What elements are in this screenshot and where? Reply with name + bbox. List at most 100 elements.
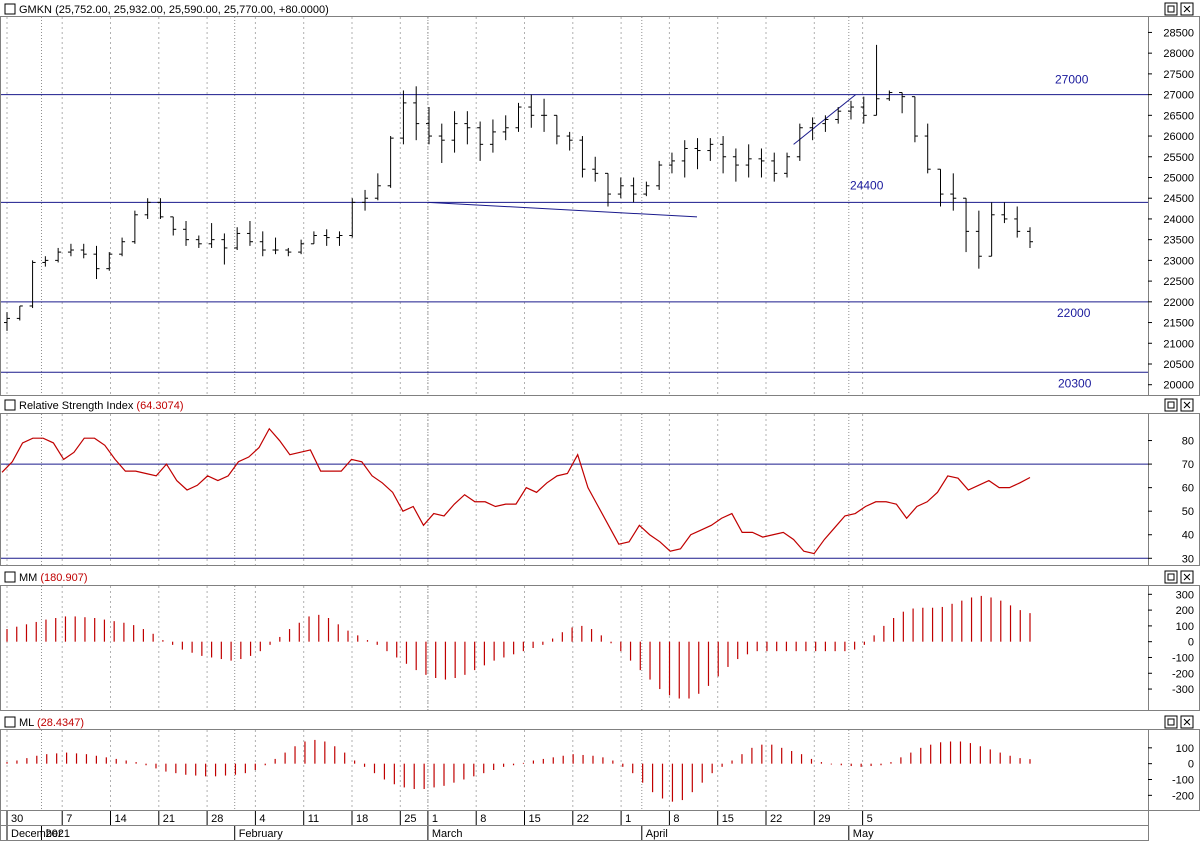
price-bar: [413, 86, 420, 141]
price-bar: [950, 173, 957, 211]
y-tick-label: -100: [1172, 775, 1194, 787]
price-bar: [1027, 227, 1033, 248]
price-bar: [195, 235, 202, 248]
panel-frame: [0, 729, 1149, 811]
y-tick-label: 0: [1188, 637, 1194, 649]
price-bar: [106, 252, 113, 271]
price-bar: [119, 237, 126, 257]
y-tick-label: 20000: [1163, 380, 1194, 392]
y-tick-label: 30: [1182, 553, 1194, 565]
mm-panel-toggle[interactable]: [4, 571, 16, 583]
price-bar: [707, 138, 714, 161]
restore-icon[interactable]: [1164, 715, 1178, 729]
price-panel-toggle[interactable]: [4, 3, 16, 15]
y-tick-label: 26500: [1163, 110, 1194, 122]
close-icon[interactable]: [1180, 570, 1194, 584]
price-bar: [592, 156, 599, 182]
price-bar: [630, 177, 637, 203]
price-bar: [93, 245, 100, 280]
price-bar: [553, 114, 560, 145]
price-bar: [477, 121, 484, 161]
mm-value: (180.907): [40, 572, 87, 584]
price-bar: [183, 221, 190, 246]
x-tick-label: 8: [480, 813, 486, 825]
rsi-value: (64.3074): [136, 400, 183, 412]
close-icon[interactable]: [1180, 398, 1194, 412]
price-bar: [246, 221, 253, 246]
price-bar: [963, 197, 970, 253]
y-tick-label: 21000: [1163, 338, 1194, 350]
price-bar: [464, 111, 471, 145]
price-bar: [784, 152, 791, 178]
price-bar: [234, 227, 241, 251]
plot-layer: 2000020500210002150022000225002300023500…: [0, 16, 1200, 841]
price-bar: [796, 123, 803, 161]
rsi-title: Relative Strength Index: [19, 400, 134, 412]
price-bar: [822, 115, 829, 132]
ml-panel-toggle[interactable]: [4, 716, 16, 728]
x-tick-label: 8: [673, 813, 679, 825]
price-bar: [758, 148, 765, 178]
price-bar: [208, 223, 215, 248]
price-bar: [643, 181, 650, 197]
restore-icon[interactable]: [1164, 570, 1178, 584]
close-icon[interactable]: [1180, 2, 1194, 16]
price-bar: [656, 160, 663, 190]
x-tick-label: 15: [529, 813, 541, 825]
level-label: 22000: [1057, 306, 1091, 320]
y-tick-label: 28000: [1163, 48, 1194, 60]
restore-icon[interactable]: [1164, 2, 1178, 16]
price-bar: [975, 210, 982, 269]
x-tick-label: 21: [163, 813, 175, 825]
restore-icon[interactable]: [1164, 398, 1178, 412]
price-bar: [873, 44, 880, 116]
x-tick-label: 29: [818, 813, 830, 825]
price-bar: [387, 136, 394, 188]
y-tick-label: 23500: [1163, 235, 1194, 247]
trend-line: [793, 94, 857, 145]
level-label: 20300: [1058, 376, 1092, 390]
x-tick-label: 22: [577, 813, 589, 825]
price-bar: [400, 90, 407, 145]
y-tick-label: 80: [1182, 436, 1194, 448]
price-bar: [323, 229, 330, 246]
x-tick-label: 22: [770, 813, 782, 825]
price-bar: [374, 173, 381, 201]
close-icon[interactable]: [1180, 715, 1194, 729]
price-ohlc: (25,752.00, 25,932.00, 25,590.00, 25,770…: [55, 4, 329, 16]
price-bar: [1001, 202, 1008, 224]
price-bar: [157, 198, 164, 219]
month-label: December: [11, 828, 62, 840]
price-bar: [886, 90, 893, 101]
price-bar: [55, 247, 62, 263]
price-bar: [937, 168, 944, 207]
x-tick-label: 5: [867, 813, 873, 825]
month-label: March: [432, 828, 463, 840]
price-bar: [668, 152, 675, 174]
price-panel-title: GMKN: [19, 4, 52, 16]
price-bar: [694, 138, 701, 170]
month-label: February: [239, 828, 284, 840]
x-tick-label: 4: [259, 813, 265, 825]
price-bar: [1014, 206, 1021, 238]
y-tick-label: 26000: [1163, 131, 1194, 143]
level-label: 24400: [850, 178, 884, 192]
y-tick-label: 25000: [1163, 172, 1194, 184]
price-bar: [605, 172, 612, 207]
price-bar: [170, 216, 177, 236]
price-bar: [681, 140, 688, 178]
price-bar: [144, 198, 151, 219]
price-bar: [528, 94, 535, 128]
x-tick-label: 1: [625, 813, 631, 825]
x-tick-label: 18: [356, 813, 368, 825]
price-bar: [336, 231, 343, 246]
price-bar: [835, 107, 842, 124]
y-tick-label: 20500: [1163, 359, 1194, 371]
rsi-panel-header: Relative Strength Index (64.3074): [4, 398, 1194, 412]
price-bar: [272, 237, 279, 255]
y-axis-frame: [1148, 16, 1200, 396]
price-bar: [4, 312, 10, 331]
svg-text:MM (180.907): MM (180.907): [19, 572, 87, 584]
rsi-panel-toggle[interactable]: [4, 399, 16, 411]
